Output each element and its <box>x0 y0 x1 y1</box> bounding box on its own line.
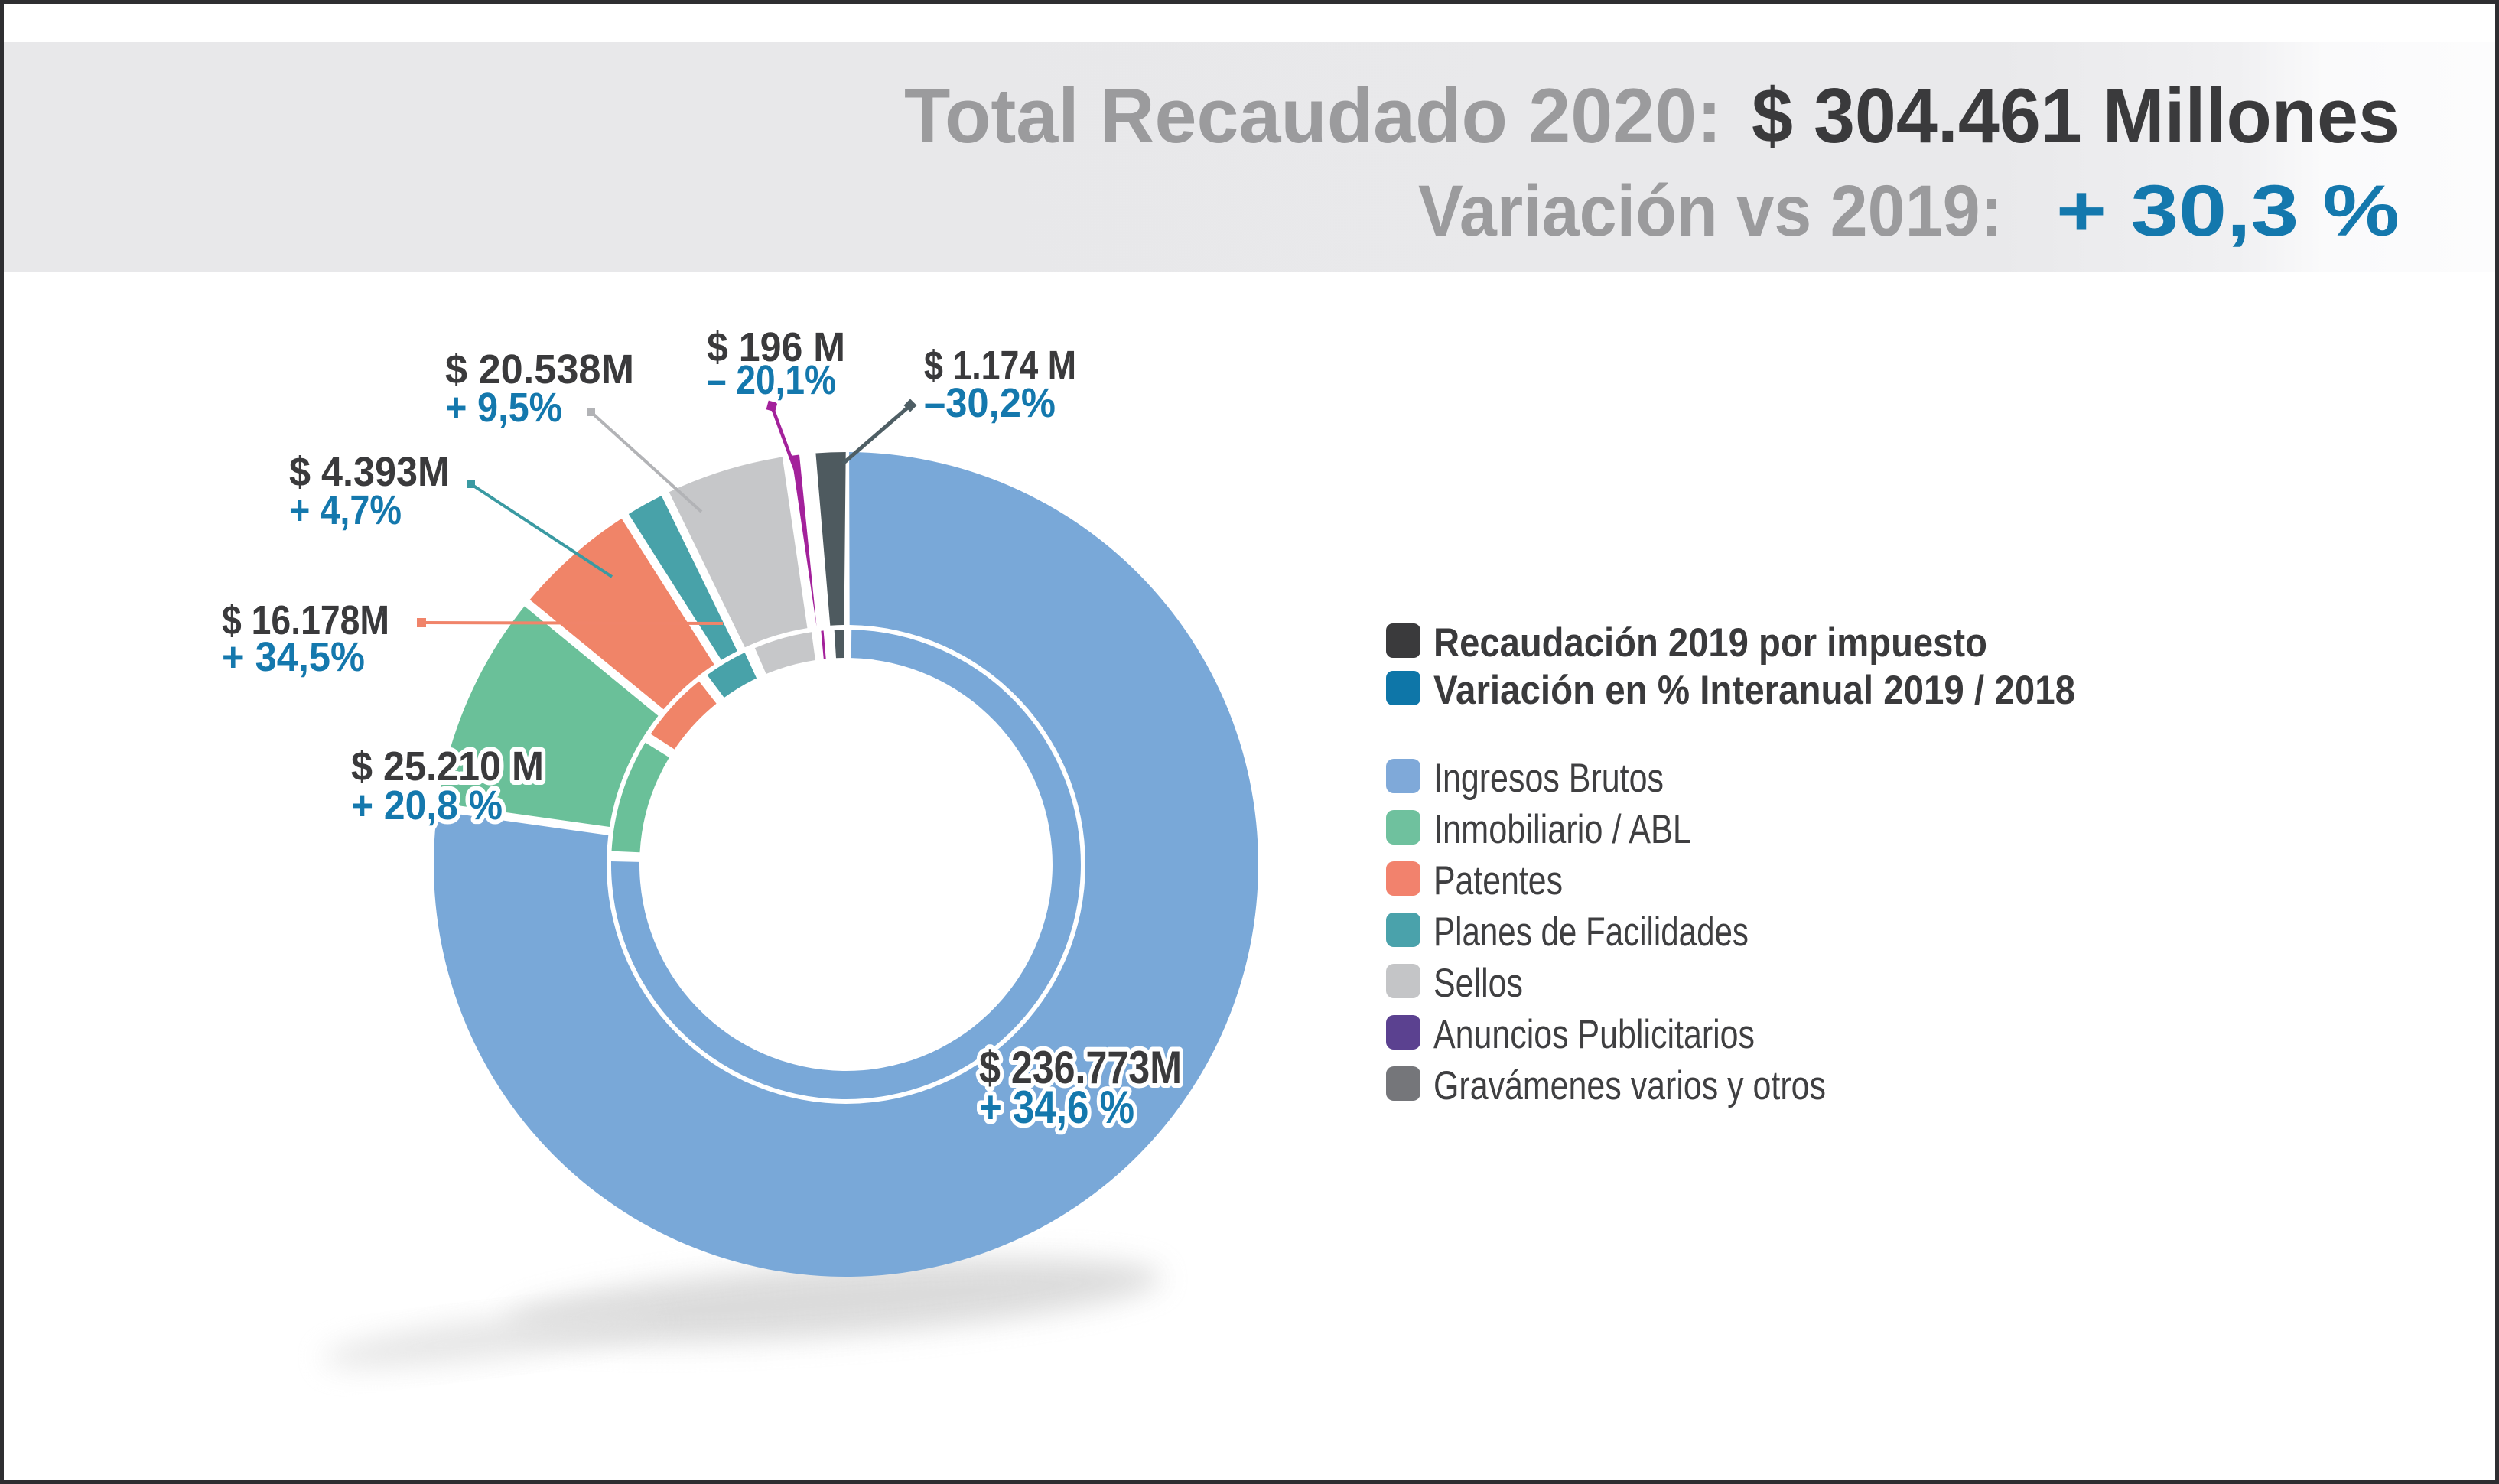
svg-text:Recaudación 2019 por impuesto: Recaudación 2019 por impuesto <box>1433 620 1987 666</box>
svg-text:Anuncios Publicitarios: Anuncios Publicitarios <box>1433 1012 1755 1057</box>
svg-text:Variación vs 2019:: Variación vs 2019: <box>1418 171 2003 252</box>
svg-text:+ 20,8 %: + 20,8 % <box>351 783 503 828</box>
svg-text:$ 4.393M: $ 4.393M <box>289 449 450 495</box>
svg-text:$ 1.174 M: $ 1.174 M <box>924 343 1076 389</box>
svg-text:$ 236.773M: $ 236.773M <box>979 1042 1182 1093</box>
svg-text:–30,2%: –30,2% <box>924 380 1056 426</box>
svg-text:+ 34,5%: + 34,5% <box>222 634 365 680</box>
svg-text:$ 196 M: $ 196 M <box>707 324 845 370</box>
svg-text:+ 34,6 %: + 34,6 % <box>979 1082 1134 1133</box>
svg-text:$ 20.538M: $ 20.538M <box>445 347 634 392</box>
svg-text:Gravámenes varios y otros: Gravámenes varios y otros <box>1433 1063 1826 1108</box>
svg-text:$ 25.210 M: $ 25.210 M <box>351 744 544 789</box>
svg-text:Ingresos Brutos: Ingresos Brutos <box>1433 756 1664 801</box>
svg-text:Inmobiliario / ABL: Inmobiliario / ABL <box>1433 807 1691 852</box>
svg-text:$ 304.461 Millones: $ 304.461 Millones <box>1752 73 2400 159</box>
svg-text:Planes de Facilidades: Planes de Facilidades <box>1433 910 1749 955</box>
svg-text:$ 16.178M: $ 16.178M <box>222 597 389 643</box>
svg-text:+ 4,7%: + 4,7% <box>289 487 402 533</box>
svg-text:+ 30,3 %: + 30,3 % <box>2056 171 2400 252</box>
svg-text:Total Recaudado 2020:: Total Recaudado 2020: <box>904 73 1722 159</box>
svg-text:Variación en % Interanual 2019: Variación en % Interanual 2019 / 2018 <box>1433 668 2075 713</box>
svg-text:Patentes: Patentes <box>1433 858 1563 903</box>
svg-text:+ 9,5%: + 9,5% <box>445 385 562 431</box>
svg-text:– 20,1%: – 20,1% <box>707 357 836 403</box>
svg-text:Sellos: Sellos <box>1433 961 1523 1006</box>
